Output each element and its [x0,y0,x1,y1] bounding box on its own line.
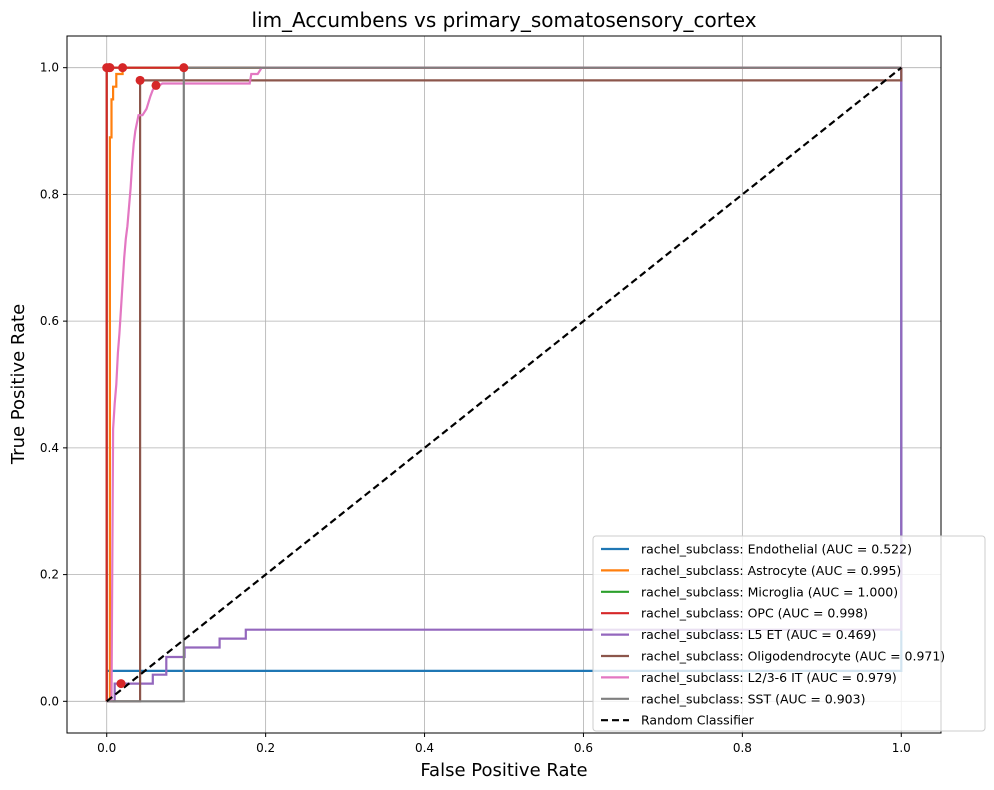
y-tick-label: 0.4 [40,441,59,455]
x-axis-title: False Positive Rate [420,760,587,781]
optimal-point-6 [151,80,161,90]
optimal-point-2 [102,63,112,73]
legend-label-7: rachel_subclass: SST (AUC = 0.903) [641,691,865,706]
y-tick-label: 0.2 [40,568,59,582]
y-tick-label: 0.8 [40,187,59,201]
legend-label-1: rachel_subclass: Astrocyte (AUC = 0.995) [641,563,901,578]
random-classifier-line [106,66,902,703]
optimal-point-5 [135,75,145,85]
optimal-points [102,63,189,689]
legend-label-2: rachel_subclass: Microglia (AUC = 1.000) [641,584,898,599]
legend-box [592,535,986,732]
chart-title: lim_Accumbens vs primary_somatosensory_c… [251,8,756,32]
series-line-7 [106,66,902,703]
y-tick-label: 1.0 [40,61,59,75]
y-tick-label: 0.0 [40,694,59,708]
grid-lines [67,36,941,733]
x-tick-label: 0.8 [733,741,752,755]
legend-label-5: rachel_subclass: Oligodendrocyte (AUC = … [641,649,945,664]
legend-label-0: rachel_subclass: Endothelial (AUC = 0.52… [641,542,912,557]
x-tick-label: 0.0 [97,741,116,755]
legend-label-6: rachel_subclass: L2/3-6 IT (AUC = 0.979) [641,670,897,685]
optimal-point-4 [116,679,126,689]
legend-label-4: rachel_subclass: L5 ET (AUC = 0.469) [641,627,876,642]
legend: rachel_subclass: Endothelial (AUC = 0.52… [592,535,986,732]
x-tick-label: 0.2 [256,741,275,755]
optimal-point-7 [179,63,189,73]
series-line-6 [106,66,902,703]
y-tick-label: 0.6 [40,314,59,328]
optimal-point-3 [118,63,128,73]
legend-label-3: rachel_subclass: OPC (AUC = 0.998) [641,606,868,621]
legend-label-8: Random Classifier [641,713,755,728]
axis-ticks: 0.0 0.2 0.4 0.6 0.8 1.0 0.0 0.2 0.4 0.6 0.8 1.0 [40,61,911,755]
x-tick-label: 0.4 [415,741,434,755]
y-axis-title: True Positive Rate [8,304,29,465]
plot-area-frame [66,35,942,734]
x-tick-label: 1.0 [892,741,911,755]
x-tick-label: 0.6 [574,741,593,755]
